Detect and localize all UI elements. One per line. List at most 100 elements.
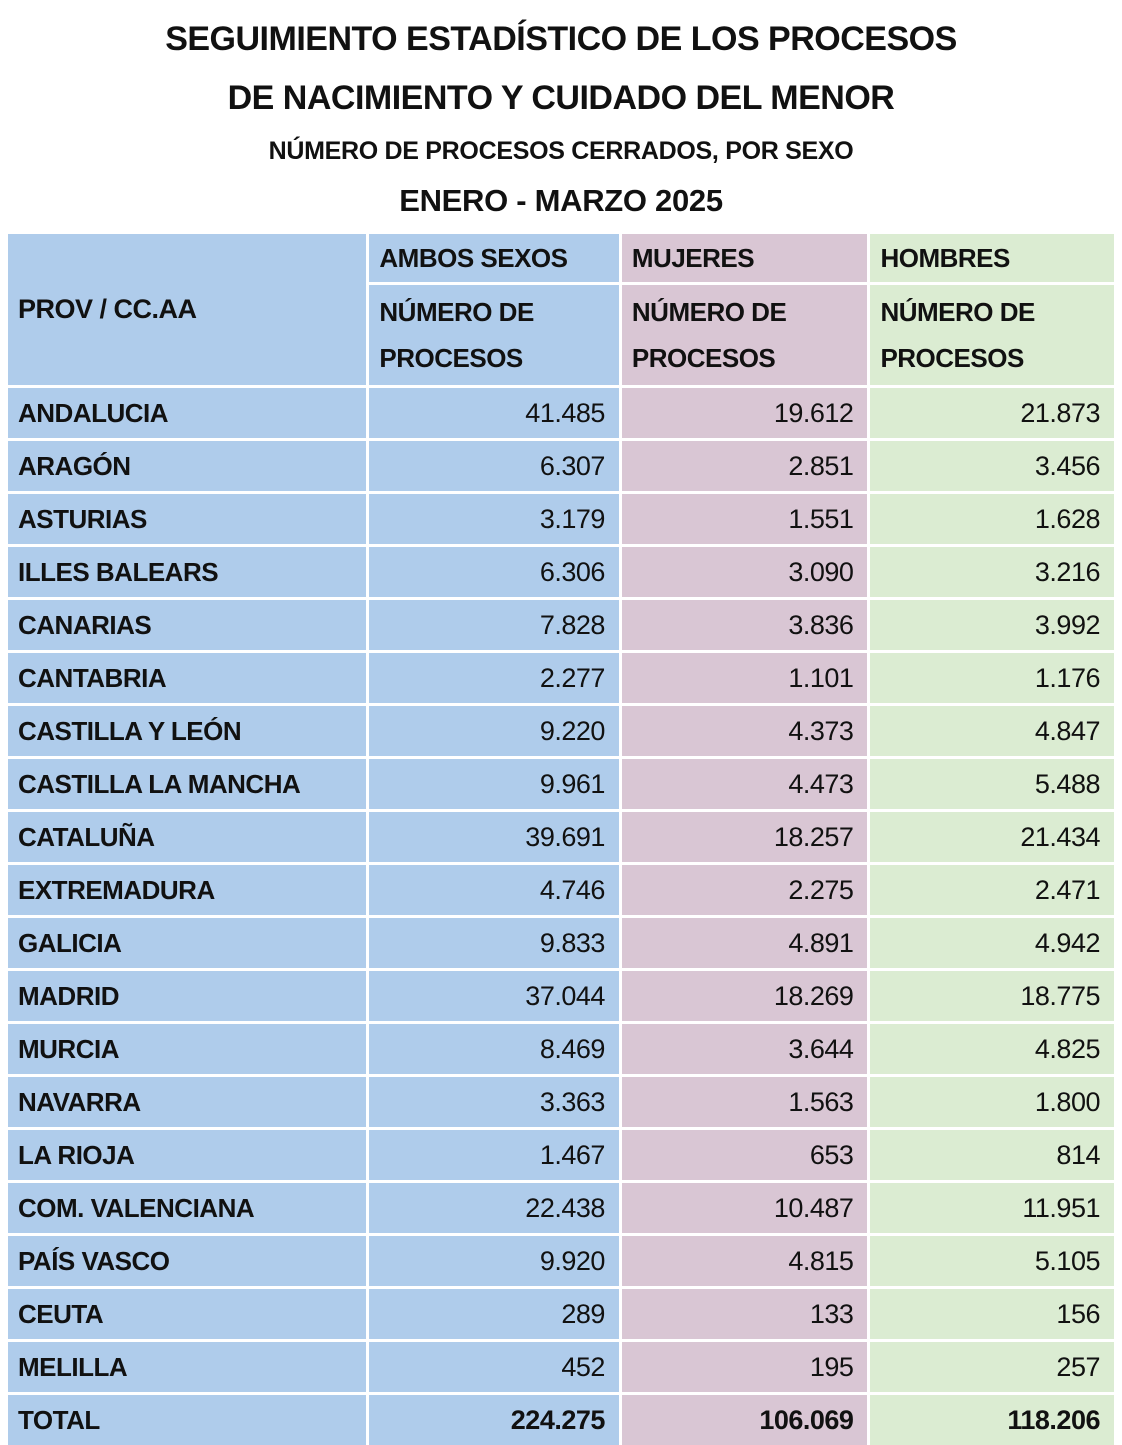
ambos-sexos-value: 37.044 [369,971,619,1021]
hombres-value: 11.951 [870,1183,1114,1233]
ambos-sexos-value: 6.306 [369,547,619,597]
ambos-sexos-value: 6.307 [369,441,619,491]
subheader-line: NÚMERO DE [379,297,534,327]
ambos-sexos-value: 9.920 [369,1236,619,1286]
row-label: EXTREMADURA [8,865,367,915]
mujeres-value: 4.891 [621,918,868,968]
mujeres-value: 1.551 [621,494,868,544]
hombres-value: 21.434 [870,812,1114,862]
row-label: GALICIA [8,918,367,968]
ambos-sexos-value: 9.961 [369,759,619,809]
row-label: NAVARRA [8,1077,367,1127]
table-row: ANDALUCIA 41.485 19.612 21.873 [8,388,1114,438]
hombres-value: 3.456 [870,441,1114,491]
mujeres-value: 18.269 [621,971,868,1021]
col-header-hombres: HOMBRES [870,234,1114,282]
page-title-line-1: SEGUIMIENTO ESTADÍSTICO DE LOS PROCESOS [165,20,957,58]
page-title-line-2: DE NACIMIENTO Y CUIDADO DEL MENOR [227,79,895,117]
table-row: NAVARRA 3.363 1.563 1.800 [8,1077,1114,1127]
table-row: MADRID 37.044 18.269 18.775 [8,971,1114,1021]
row-label: ARAGÓN [8,441,367,491]
table-total-row: TOTAL 224.275 106.069 118.206 [8,1395,1114,1445]
row-label: ANDALUCIA [8,388,367,438]
ambos-sexos-value: 22.438 [369,1183,619,1233]
mujeres-value: 653 [621,1130,868,1180]
mujeres-value: 19.612 [621,388,868,438]
table-row: GALICIA 9.833 4.891 4.942 [8,918,1114,968]
hombres-value: 3.992 [870,600,1114,650]
subheader-line: PROCESOS [631,343,776,373]
hombres-value: 4.825 [870,1024,1114,1074]
mujeres-value: 195 [621,1342,868,1392]
page-subtitle: NÚMERO DE PROCESOS CERRADOS, POR SEXO [268,137,854,165]
mujeres-value: 106.069 [621,1395,868,1445]
title-block: SEGUIMIENTO ESTADÍSTICO DE LOS PROCESOS … [0,10,1122,228]
mujeres-value: 4.373 [621,706,868,756]
table-row: CANARIAS 7.828 3.836 3.992 [8,600,1114,650]
mujeres-value: 4.473 [621,759,868,809]
mujeres-value: 10.487 [621,1183,868,1233]
table-row: EXTREMADURA 4.746 2.275 2.471 [8,865,1114,915]
mujeres-value: 18.257 [621,812,868,862]
ambos-sexos-value: 41.485 [369,388,619,438]
col-header-prov-ccaa: PROV / CC.AA [8,234,367,385]
row-label: TOTAL [8,1395,367,1445]
hombres-value: 3.216 [870,547,1114,597]
ambos-sexos-value: 7.828 [369,600,619,650]
subheader-line: NÚMERO DE [631,297,787,327]
table-row: MELILLA 452 195 257 [8,1342,1114,1392]
table-row: CASTILLA Y LEÓN 9.220 4.373 4.847 [8,706,1114,756]
hombres-value: 4.942 [870,918,1114,968]
row-label: LA RIOJA [8,1130,367,1180]
mujeres-value: 2.851 [621,441,868,491]
table-row: CASTILLA LA MANCHA 9.961 4.473 5.488 [8,759,1114,809]
hombres-value: 118.206 [870,1395,1114,1445]
ambos-sexos-value: 2.277 [369,653,619,703]
table-row: CEUTA 289 133 156 [8,1289,1114,1339]
subheader-line: NÚMERO DE [880,297,1035,327]
row-label: COM. VALENCIANA [8,1183,367,1233]
hombres-value: 156 [870,1289,1114,1339]
ambos-sexos-value: 3.179 [369,494,619,544]
ambos-sexos-value: 1.467 [369,1130,619,1180]
ambos-sexos-value: 289 [369,1289,619,1339]
col-subheader-ambos-sexos: NÚMERO DE PROCESOS [369,285,619,385]
table-row: PAÍS VASCO 9.920 4.815 5.105 [8,1236,1114,1286]
row-label: CANARIAS [8,600,367,650]
ambos-sexos-value: 8.469 [369,1024,619,1074]
mujeres-value: 3.090 [621,547,868,597]
row-label: MADRID [8,971,367,1021]
table-row: CATALUÑA 39.691 18.257 21.434 [8,812,1114,862]
row-label: CEUTA [8,1289,367,1339]
ambos-sexos-value: 9.220 [369,706,619,756]
row-label: MELILLA [8,1342,367,1392]
col-subheader-hombres: NÚMERO DE PROCESOS [870,285,1114,385]
mujeres-value: 3.836 [621,600,868,650]
report-period: ENERO - MARZO 2025 [399,183,723,218]
hombres-value: 5.488 [870,759,1114,809]
table-row: COM. VALENCIANA 22.438 10.487 11.951 [8,1183,1114,1233]
table-row: ILLES BALEARS 6.306 3.090 3.216 [8,547,1114,597]
row-label: MURCIA [8,1024,367,1074]
mujeres-value: 133 [621,1289,868,1339]
row-label: CASTILLA Y LEÓN [8,706,367,756]
row-label: ASTURIAS [8,494,367,544]
col-header-mujeres: MUJERES [621,234,868,282]
row-label: CANTABRIA [8,653,367,703]
row-label: PAÍS VASCO [8,1236,367,1286]
hombres-value: 21.873 [870,388,1114,438]
mujeres-value: 1.101 [621,653,868,703]
table-row: ASTURIAS 3.179 1.551 1.628 [8,494,1114,544]
table-header: PROV / CC.AA AMBOS SEXOS MUJERES HOMBRES… [8,234,1114,385]
hombres-value: 18.775 [870,971,1114,1021]
ambos-sexos-value: 3.363 [369,1077,619,1127]
hombres-value: 2.471 [870,865,1114,915]
col-header-ambos-sexos: AMBOS SEXOS [369,234,619,282]
mujeres-value: 4.815 [621,1236,868,1286]
mujeres-value: 1.563 [621,1077,868,1127]
table-row: CANTABRIA 2.277 1.101 1.176 [8,653,1114,703]
hombres-value: 1.800 [870,1077,1114,1127]
hombres-value: 5.105 [870,1236,1114,1286]
hombres-value: 814 [870,1130,1114,1180]
